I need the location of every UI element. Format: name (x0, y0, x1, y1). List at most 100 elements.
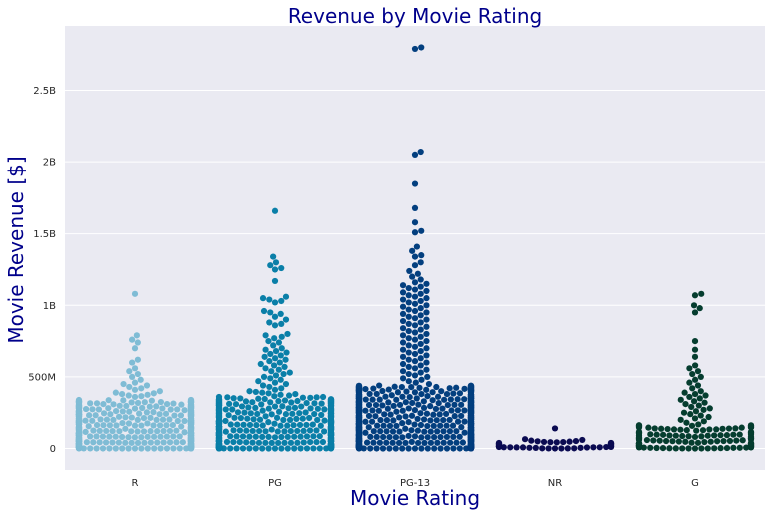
data-point-pg-13 (450, 433, 457, 440)
data-point-pg (303, 400, 310, 407)
data-point-nr (532, 444, 539, 451)
data-point-r (112, 445, 119, 452)
data-point-pg-13 (434, 428, 441, 435)
data-point-pg (278, 264, 285, 272)
data-point-pg (239, 433, 247, 440)
data-point-r (134, 416, 141, 423)
data-point-pg-13 (411, 445, 419, 452)
data-point-pg (271, 207, 279, 214)
data-point-pg-13 (423, 309, 430, 316)
data-point-r (134, 399, 142, 407)
data-point-pg-13 (377, 428, 384, 435)
data-point-pg-13 (386, 434, 393, 441)
data-point-pg (290, 422, 297, 429)
data-point-pg (323, 445, 330, 452)
data-point-pg (270, 253, 277, 260)
data-point-pg (311, 400, 318, 407)
data-point-pg (276, 359, 283, 366)
data-point-r (170, 400, 177, 407)
data-point-pg (249, 439, 256, 446)
data-point-g (672, 445, 679, 452)
data-point-pg (227, 421, 234, 428)
data-point-pg (252, 445, 259, 452)
data-point-pg-13 (456, 433, 463, 440)
data-point-pg (292, 390, 299, 398)
data-point-pg-13 (405, 285, 412, 292)
data-point-pg-13 (417, 319, 424, 326)
data-point-g (683, 419, 690, 426)
data-point-pg (265, 419, 272, 426)
data-point-pg-13 (369, 396, 376, 403)
data-point-pg-13 (418, 445, 425, 452)
data-point-pg-13 (451, 413, 458, 420)
data-point-pg (280, 416, 287, 424)
data-point-nr (579, 436, 586, 444)
data-point-pg-13 (423, 386, 430, 393)
data-point-r (134, 339, 141, 346)
data-point-pg-13 (423, 295, 430, 302)
data-point-r (126, 383, 133, 391)
data-point-g (686, 393, 693, 401)
data-point-r (107, 411, 114, 418)
data-point-r (163, 445, 171, 452)
data-point-pg-13 (405, 349, 412, 356)
data-point-pg-13 (427, 417, 434, 424)
data-point-pg-13 (413, 243, 420, 250)
data-point-pg-13 (411, 204, 419, 211)
data-point-pg (256, 416, 264, 423)
data-point-r (131, 379, 139, 386)
data-point-pg-13 (423, 359, 430, 366)
data-point-pg-13 (405, 335, 412, 342)
data-point-r (89, 406, 96, 413)
data-point-pg-13 (384, 405, 391, 412)
data-point-g (711, 432, 718, 439)
data-point-r (154, 439, 161, 446)
data-point-g (689, 370, 696, 378)
data-point-pg-13 (443, 390, 451, 398)
data-point-pg-13 (392, 434, 400, 441)
data-point-pg-13 (434, 393, 442, 400)
data-point-pg-13 (399, 407, 406, 414)
data-point-pg-13 (443, 445, 451, 452)
data-point-g (677, 426, 684, 433)
data-point-pg (252, 388, 259, 396)
data-point-g (691, 353, 699, 360)
data-point-nr (577, 444, 584, 451)
data-point-pg (278, 320, 285, 328)
data-point-pg (236, 427, 244, 434)
data-point-pg-13 (373, 445, 380, 452)
data-point-r (100, 422, 107, 429)
data-point-pg-13 (405, 320, 412, 328)
data-point-g (656, 437, 663, 444)
data-point-g (701, 399, 708, 406)
data-point-pg (318, 400, 325, 407)
data-point-nr (564, 445, 571, 452)
data-point-r (82, 417, 89, 424)
data-point-g (730, 431, 737, 438)
data-point-pg-13 (399, 368, 407, 375)
data-point-pg-13 (424, 434, 431, 441)
data-point-pg (272, 348, 280, 355)
data-point-pg-13 (362, 418, 369, 425)
data-point-r (131, 445, 139, 452)
data-point-pg-13 (362, 407, 369, 414)
data-point-pg (306, 414, 313, 422)
data-point-r (93, 400, 101, 407)
data-point-pg (275, 439, 282, 447)
data-point-pg (275, 366, 282, 373)
data-point-pg (296, 421, 304, 429)
data-point-pg (277, 376, 284, 383)
data-point-pg-13 (399, 353, 407, 360)
data-point-pg-13 (411, 350, 419, 358)
data-point-r (113, 422, 120, 429)
data-point-pg (282, 380, 290, 388)
data-point-r (178, 423, 185, 430)
data-point-r (125, 434, 132, 441)
data-point-g (700, 418, 707, 425)
data-point-pg (284, 330, 291, 338)
data-point-r (131, 345, 139, 352)
data-point-r (105, 397, 112, 404)
data-point-r (125, 392, 132, 399)
data-point-pg-13 (388, 392, 395, 399)
data-point-pg-13 (423, 410, 431, 417)
